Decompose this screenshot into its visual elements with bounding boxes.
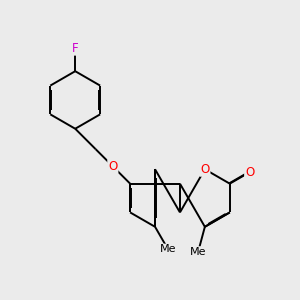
Text: O: O <box>245 166 254 178</box>
Text: F: F <box>72 42 79 55</box>
Text: Me: Me <box>160 244 176 254</box>
Text: O: O <box>200 163 209 176</box>
Text: O: O <box>108 160 118 173</box>
Text: Me: Me <box>190 247 206 257</box>
